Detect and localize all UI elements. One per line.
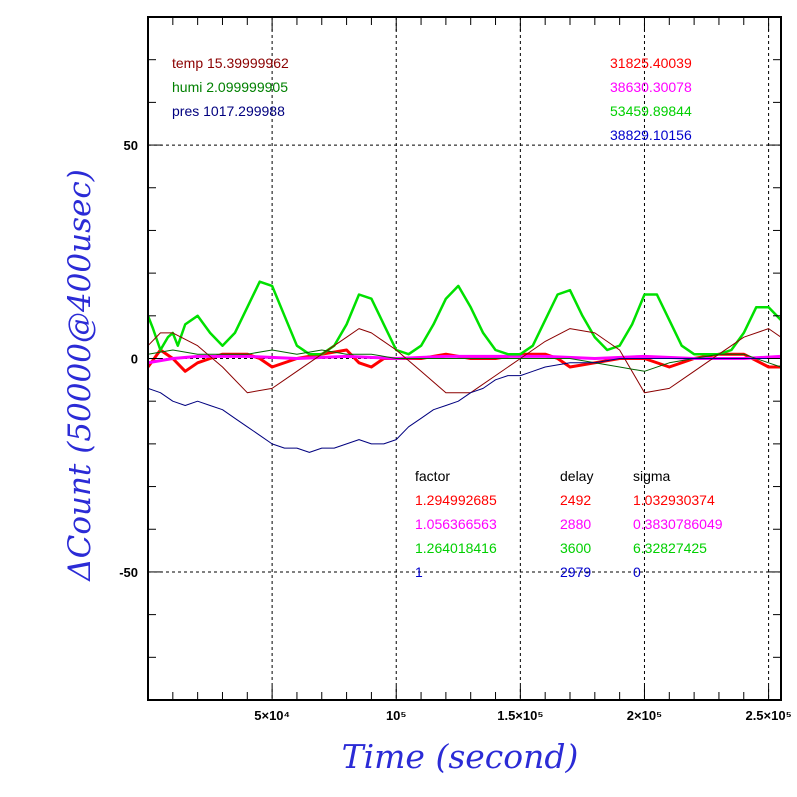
x-tick-label-0: 5×10⁴	[254, 708, 290, 723]
series-lines	[148, 280, 781, 453]
table-header-factor: factor	[415, 468, 450, 484]
x-tick-label-4: 2.5×10⁵	[745, 708, 791, 723]
table-cell-delay: 2979	[560, 564, 591, 580]
table-cell-factor: 1.056366563	[415, 516, 497, 532]
table-cell-sigma: 1.032930374	[633, 492, 715, 508]
table-cell-delay: 2492	[560, 492, 591, 508]
table-cell-sigma: 0.3830786049	[633, 516, 723, 532]
table-header-sigma: sigma	[633, 468, 671, 484]
x-tick-label-2: 1.5×10⁵	[497, 708, 543, 723]
x-tick-label-1: 10⁵	[386, 708, 407, 723]
table-cell-sigma: 6.32827425	[633, 540, 707, 556]
series-line-0	[148, 348, 781, 373]
y-tick-label-1: 0	[131, 352, 138, 367]
tick-labels: 5×10⁴ 10⁵ 1.5×10⁵ 2×10⁵ 2.5×10⁵ 50 0 -50	[119, 138, 792, 723]
table-cell-delay: 2880	[560, 516, 591, 532]
annotations: temp 15.39999962 humi 2.099999905 pres 101…	[172, 55, 723, 580]
y-tick-label-2: -50	[119, 565, 138, 580]
series-line-1	[148, 354, 781, 365]
mean-annotation-2: 53459.89844	[610, 103, 692, 119]
y-axis-title: ΔCount (50000@400usec)	[62, 169, 98, 582]
mean-annotation-3: 38829.10156	[610, 127, 692, 143]
mean-annotation-0: 31825.40039	[610, 55, 692, 71]
table-cell-factor: 1.264018416	[415, 540, 497, 556]
table-cell-factor: 1	[415, 564, 423, 580]
series-line-5	[148, 358, 781, 453]
table-cell-delay: 3600	[560, 540, 591, 556]
env-annotation-0: temp 15.39999962	[172, 55, 289, 71]
series-line-3	[148, 328, 781, 394]
series-line-4	[148, 349, 781, 372]
x-tick-label-3: 2×10⁵	[627, 708, 662, 723]
table-cell-factor: 1.294992685	[415, 492, 497, 508]
env-annotation-2: pres 1017.299988	[172, 103, 285, 119]
series-line-2	[148, 280, 781, 356]
x-axis-title: Time (second)	[342, 737, 579, 776]
env-annotation-1: humi 2.099999905	[172, 79, 288, 95]
mean-annotation-1: 38630.30078	[610, 79, 692, 95]
table-cell-sigma: 0	[633, 564, 641, 580]
axis-ticks	[148, 17, 781, 700]
table-header-delay: delay	[560, 468, 593, 484]
y-tick-label-0: 50	[124, 138, 138, 153]
